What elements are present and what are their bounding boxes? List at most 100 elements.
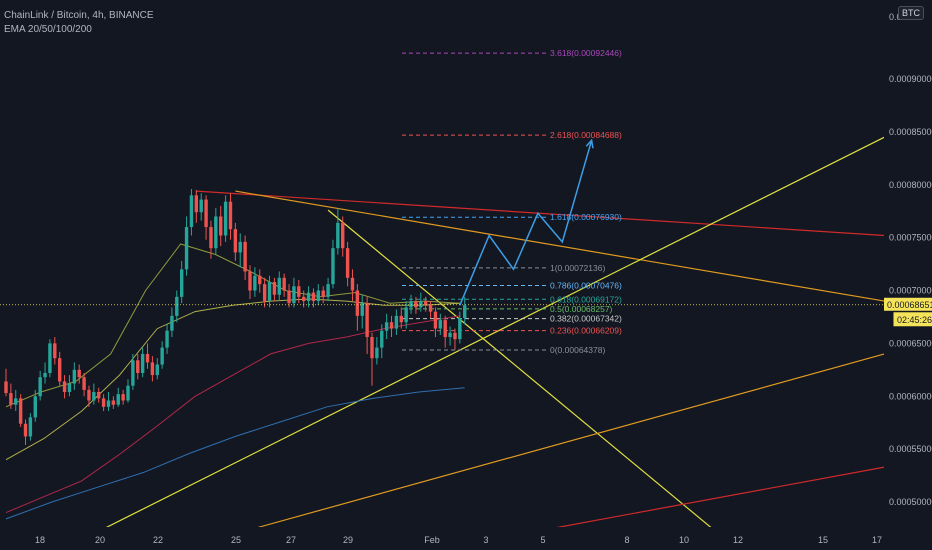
candle-body[interactable] [433,311,438,329]
indicator-legend[interactable]: EMA 20/50/100/200 [4,24,92,35]
candle-body[interactable] [43,372,47,378]
candle-body[interactable] [87,389,91,401]
candle-body[interactable] [77,369,81,378]
candle-body[interactable] [438,320,443,329]
candle-body[interactable] [18,398,23,424]
ema-line-4[interactable] [5,387,465,520]
candle-body[interactable] [33,396,37,418]
candle-body[interactable] [267,282,272,302]
candle-body[interactable] [106,400,111,407]
candle-body[interactable] [301,296,306,302]
candle-body[interactable] [145,353,150,363]
candle-body[interactable] [179,269,184,297]
candle-body[interactable] [14,398,18,405]
candle-body[interactable] [184,227,189,270]
candle-body[interactable] [253,275,257,291]
candle-body[interactable] [384,322,389,331]
candle-body[interactable] [116,394,120,405]
candle-body[interactable] [389,322,394,329]
candle-body[interactable] [175,296,179,316]
candle-body[interactable] [321,290,325,297]
candle-body[interactable] [97,392,101,399]
candle-body[interactable] [306,292,311,302]
red-ascending-channel[interactable] [523,466,885,535]
candle-body[interactable] [428,305,433,312]
candle-body[interactable] [170,315,174,331]
candle-body[interactable] [53,343,57,359]
candle-body[interactable] [409,301,413,308]
candle-body[interactable] [28,417,33,437]
candle-body[interactable] [136,360,140,373]
ema-line-2[interactable] [5,298,460,461]
candle-body[interactable] [121,394,125,401]
candle-body[interactable] [311,292,316,302]
candle-body[interactable] [258,275,262,285]
candle-body[interactable] [404,307,408,323]
candle-body[interactable] [238,241,242,253]
candle-body[interactable] [214,216,218,249]
candle-body[interactable] [101,398,106,407]
candle-body[interactable] [72,369,77,384]
candle-body[interactable] [38,377,42,397]
candle-body[interactable] [360,303,364,316]
candle-body[interactable] [209,227,213,249]
candle-body[interactable] [448,332,452,338]
candle-body[interactable] [67,383,72,393]
candle-body[interactable] [262,284,267,302]
orange-ascending-channel[interactable] [235,353,885,535]
yellow-ascending-support[interactable] [93,136,885,535]
candle-body[interactable] [150,362,155,376]
candle-body[interactable] [57,358,62,382]
candle-body[interactable] [126,385,130,401]
currency-badge[interactable]: BTC [898,6,924,20]
candle-body[interactable] [345,248,350,278]
candle-body[interactable] [399,315,403,323]
candle-body[interactable] [380,330,384,348]
candle-body[interactable] [336,222,340,249]
candle-body[interactable] [463,305,467,318]
candle-body[interactable] [223,201,228,236]
candle-body[interactable] [23,423,28,437]
candle-body[interactable] [326,284,330,297]
candle-body[interactable] [233,229,238,253]
candle-body[interactable] [248,271,252,291]
candle-body[interactable] [155,364,159,376]
candle-body[interactable] [194,195,199,213]
candle-body[interactable] [165,330,169,348]
candle-body[interactable] [394,315,399,329]
candle-body[interactable] [355,290,360,316]
candle-body[interactable] [316,290,321,302]
candle-body[interactable] [277,277,281,295]
candle-body[interactable] [341,222,345,249]
candle-body[interactable] [4,381,8,394]
candle-body[interactable] [199,199,203,213]
candle-body[interactable] [350,277,355,291]
candle-body[interactable] [423,301,428,306]
candle-body[interactable] [228,201,233,230]
candle-body[interactable] [131,360,135,386]
candle-body[interactable] [297,286,301,297]
candle-body[interactable] [375,347,379,359]
candle-body[interactable] [243,241,247,272]
candle-body[interactable] [287,290,291,304]
candle-body[interactable] [140,353,145,373]
candle-body[interactable] [92,392,96,401]
candle-body[interactable] [419,301,423,308]
candle-body[interactable] [82,377,86,390]
candle-body[interactable] [9,393,13,405]
candle-body[interactable] [111,400,116,405]
candle-body[interactable] [370,337,374,359]
candle-body[interactable] [365,303,369,338]
ema-line-3[interactable] [5,315,460,514]
candle-body[interactable] [272,282,277,295]
candle-body[interactable] [189,195,194,228]
candle-body[interactable] [331,248,335,285]
candle-body[interactable] [48,343,52,373]
time-axis[interactable]: 18 20 22 25 27 29 Feb 3 5 8 10 12 15 17 [0,527,932,550]
candle-body[interactable] [62,381,67,393]
candle-body[interactable] [282,277,286,291]
candle-body[interactable] [414,301,418,308]
candle-body[interactable] [160,347,164,365]
candle-body[interactable] [458,317,462,340]
